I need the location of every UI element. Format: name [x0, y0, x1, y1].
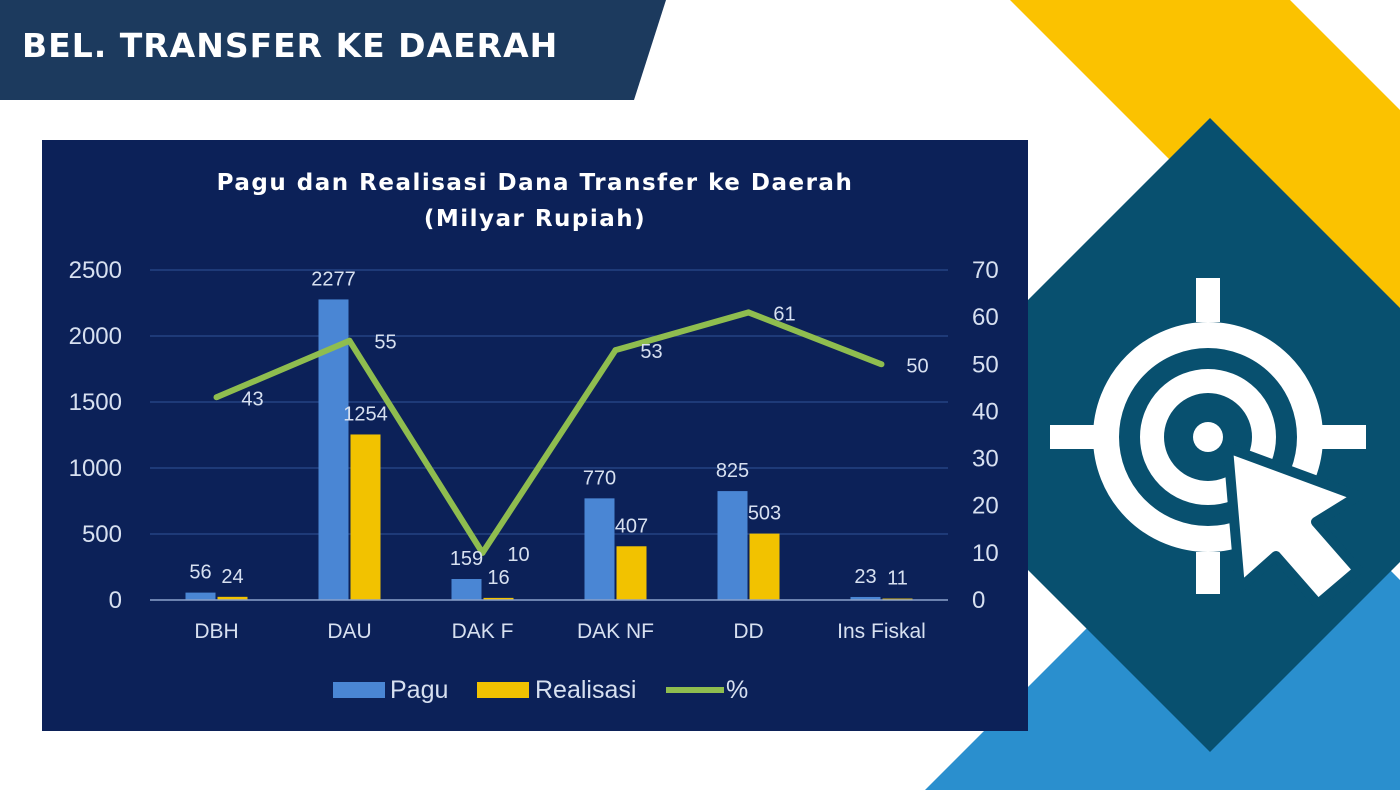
percent-point — [346, 337, 353, 344]
data-label-pagu: 56 — [189, 562, 211, 584]
data-label-percent: 43 — [241, 388, 263, 410]
data-label-pagu: 2277 — [311, 268, 356, 290]
y-tick-label-left: 1500 — [69, 389, 122, 416]
bar-pagu — [185, 592, 216, 600]
legend-label-realisasi: Realisasi — [535, 676, 636, 704]
combo-chart: Pagu dan Realisasi Dana Transfer ke Daer… — [69, 170, 999, 704]
data-label-realisasi: 503 — [748, 503, 781, 525]
y-tick-label-right: 0 — [972, 587, 985, 614]
y-tick-label-right: 30 — [972, 446, 999, 473]
data-label-pagu: 770 — [583, 467, 616, 489]
data-label-percent: 61 — [773, 303, 795, 325]
y-tick-label-right: 40 — [972, 398, 999, 425]
bar-realisasi — [616, 546, 647, 600]
x-tick-label: Ins Fiskal — [837, 620, 926, 643]
bar-pagu — [850, 596, 881, 600]
percent-point — [213, 394, 220, 401]
legend: Pagu Realisasi % — [333, 676, 748, 704]
data-label-realisasi: 1254 — [343, 403, 388, 425]
bar-pagu — [584, 498, 615, 600]
x-tick-label: DBH — [194, 620, 238, 643]
chart-panel: Pagu dan Realisasi Dana Transfer ke Daer… — [42, 140, 1028, 731]
y-tick-label-left: 2500 — [69, 257, 122, 284]
chart-subtitle: (Milyar Rupiah) — [424, 206, 646, 232]
data-label-realisasi: 407 — [615, 515, 648, 537]
x-tick-label: DAK F — [452, 620, 514, 643]
percent-line-path — [215, 309, 883, 556]
data-label-percent: 10 — [507, 544, 529, 566]
y-tick-label-left: 1000 — [69, 455, 122, 482]
target-cursor-icon — [1050, 278, 1366, 609]
percent-point — [878, 361, 885, 368]
x-tick-label: DAU — [327, 620, 371, 643]
data-label-percent: 53 — [640, 341, 662, 363]
y-tick-label-right: 20 — [972, 493, 999, 520]
legend-swatch-pagu — [333, 682, 385, 698]
y-tick-label-right: 10 — [972, 540, 999, 567]
bar-pagu — [451, 579, 482, 600]
legend-label-pagu: Pagu — [390, 676, 448, 704]
data-label-pagu: 159 — [450, 548, 483, 570]
y-tick-label-left: 2000 — [69, 323, 122, 350]
x-tick-label: DAK NF — [577, 620, 654, 643]
percent-point — [479, 549, 486, 556]
axes: 0 500 1000 1500 2000 2500 0 10 20 30 40 50 60 70 DBH DA… — [69, 257, 999, 643]
data-label-realisasi: 11 — [887, 568, 908, 590]
gridlines — [150, 269, 948, 601]
data-label-pagu: 23 — [854, 566, 876, 588]
chart-title: Pagu dan Realisasi Dana Transfer ke Daer… — [217, 170, 854, 196]
legend-label-percent: % — [726, 676, 748, 704]
bar-realisasi — [749, 533, 780, 600]
y-tick-label-right: 70 — [972, 257, 999, 284]
bar-realisasi — [483, 597, 514, 600]
percent-line — [213, 309, 885, 556]
legend-swatch-realisasi — [477, 682, 529, 698]
percent-point — [612, 347, 619, 354]
bar-realisasi — [217, 596, 248, 600]
data-label-realisasi: 24 — [221, 566, 243, 588]
data-label-percent: 50 — [906, 355, 928, 377]
bar-pagu — [717, 491, 748, 600]
page-title: BEL. TRANSFER KE DAERAH — [22, 26, 559, 65]
data-label-realisasi: 16 — [487, 567, 509, 589]
y-tick-label-left: 500 — [82, 521, 122, 548]
data-label-percent: 55 — [374, 332, 396, 354]
title-banner-shape — [0, 0, 666, 100]
data-label-pagu: 825 — [716, 460, 749, 482]
y-tick-label-right: 60 — [972, 304, 999, 331]
y-tick-label-left: 0 — [109, 587, 122, 614]
y-tick-label-right: 50 — [972, 351, 999, 378]
data-labels: 56 2277 159 770 825 23 24 1254 16 407 503 11 43 55 10 5… — [189, 268, 928, 589]
percent-point — [745, 309, 752, 316]
bar-realisasi — [350, 434, 381, 600]
x-tick-label: DD — [733, 620, 763, 643]
